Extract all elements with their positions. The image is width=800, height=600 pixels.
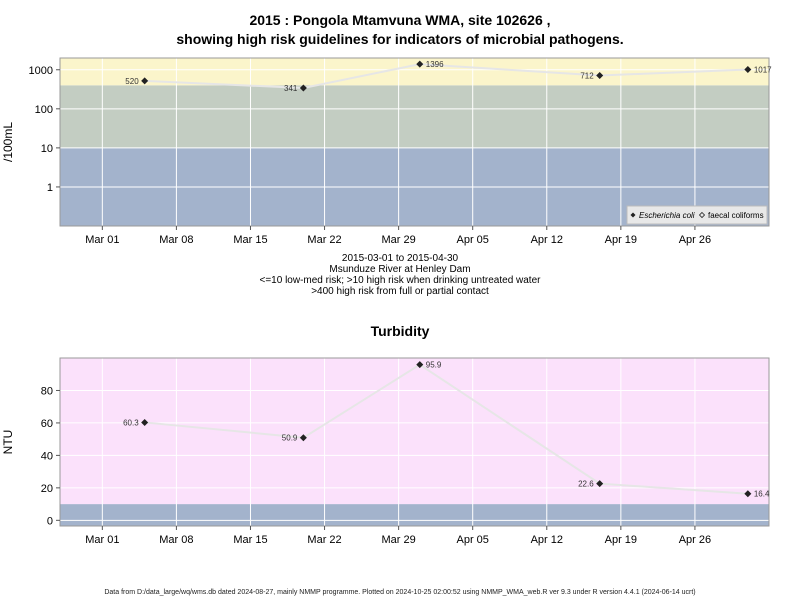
y-tick-label: 80 [41,385,53,397]
data-point-marker [744,490,752,498]
x-tick-label: Mar 22 [307,534,341,546]
y-tick-label: 10 [41,143,53,155]
data-point-label: 520 [125,77,139,86]
site-name-caption: Msunduze River at Henley Dam [329,264,471,275]
legend-box [626,205,768,225]
legend-marker-filled-diamond [630,212,636,218]
x-tick-label: Mar 01 [85,534,119,546]
chart-title-line-1: 2015 : Pongola Mtamvuna WMA, site 102626… [249,12,551,28]
x-tick-label: Apr 19 [605,234,637,246]
x-tick-label: Mar 08 [159,534,193,546]
y-tick-label: 0 [47,515,53,527]
data-point-marker [299,434,307,442]
y-tick-label: 100 [35,104,53,116]
y-tick-label: 1000 [29,65,53,77]
turbidity-chart-title: Turbidity [370,323,430,339]
data-source-footer: Data from D:/data_large/wq/wms.db dated … [104,589,696,596]
x-tick-label: Apr 05 [456,534,488,546]
y-axis-label: NTU [1,430,15,455]
y-tick-label: 60 [41,418,53,430]
risk-band-0 [60,504,769,526]
data-point-label: 712 [580,72,594,81]
data-point-label: 50.9 [282,434,298,443]
y-tick-label: 1 [47,182,53,194]
x-tick-label: Apr 12 [531,234,563,246]
x-tick-label: Mar 15 [233,534,267,546]
x-tick-label: Mar 29 [382,534,416,546]
legend-label: Escherichia coli [639,211,695,220]
legend-marker-open-diamond [698,211,706,219]
date-range-caption: 2015-03-01 to 2015-04-30 [341,253,459,264]
y-tick-label: 20 [41,483,53,495]
data-point-marker [744,65,752,73]
turbidity-chart: 0 20 40 60 80 Mar 01 Mar 08 Mar 15 Mar 22 Mar 29 A… [1,357,770,546]
data-point-label: 60.3 [123,418,139,427]
risk-band-2 [60,58,769,86]
x-tick-label: Apr 26 [679,534,711,546]
data-point-label: 1017 [754,65,772,74]
x-tick-label: Mar 29 [382,234,416,246]
chart-title-line-2: showing high risk guidelines for indicat… [176,31,624,47]
data-point-marker [141,418,149,426]
data-point-label: 95.9 [426,361,442,370]
risk-guideline-caption-1: <=10 low-med risk; >10 high risk when dr… [259,275,541,286]
data-point-marker [416,60,424,68]
x-tick-label: Mar 22 [307,234,341,246]
data-point-label: 1396 [426,60,444,69]
data-point-marker [299,84,307,92]
y-tick-label: 40 [41,450,53,462]
risk-guideline-caption-2: >400 high risk from full or partial cont… [311,286,489,297]
y-axis-label: /100mL [1,122,15,162]
data-point-marker [416,361,424,369]
plot-frame [59,357,770,527]
data-point-marker [141,77,149,85]
data-point-label: 341 [284,84,298,93]
x-tick-label: Mar 01 [85,234,119,246]
x-tick-label: Mar 15 [233,234,267,246]
x-tick-label: Apr 12 [531,534,563,546]
data-point-label: 16.4 [754,490,770,499]
data-point-marker [596,480,604,488]
x-tick-label: Apr 19 [605,534,637,546]
plot-frame [59,57,770,227]
x-tick-label: Apr 26 [679,234,711,246]
risk-band-1 [60,85,769,148]
data-point-label: 22.6 [578,480,594,489]
risk-band-1 [60,358,769,505]
x-tick-label: Mar 08 [159,234,193,246]
x-tick-label: Apr 05 [456,234,488,246]
data-point-marker [596,72,604,80]
microbial-chart: 1 10 100 1000 Mar 01 Mar 08 Mar 15 Mar 22 Mar 29… [1,57,772,246]
legend-label: faecal coliforms [708,211,764,220]
